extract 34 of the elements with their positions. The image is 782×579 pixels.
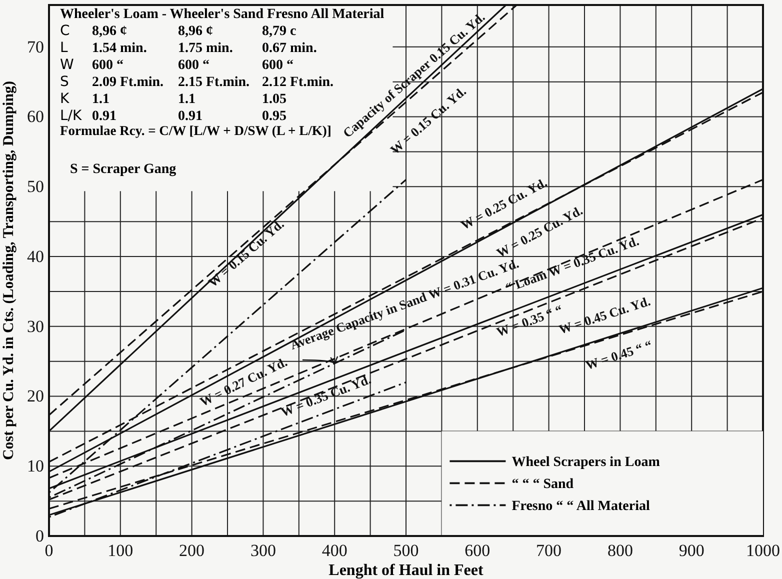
- x-tick-label: 1000: [746, 541, 780, 560]
- x-tick-label: 500: [393, 541, 419, 560]
- y-axis-title: Cost per Cu. Yd. in Cts. (Loading, Transporting, Dumping): [1, 80, 17, 460]
- annotation: S = Scraper Gang: [70, 162, 176, 177]
- annotation: W = 0.45 “ “: [584, 337, 654, 373]
- y-tick-label: 20: [27, 386, 44, 406]
- y-tick-label: 10: [27, 456, 44, 476]
- x-tick-label: 600: [464, 541, 490, 560]
- y-tick-label: 60: [27, 107, 44, 126]
- x-tick-label: 900: [678, 541, 704, 560]
- text: K 1.1 1.1 1.05: [60, 91, 286, 107]
- x-tick-label: 100: [108, 541, 134, 560]
- y-tick-label: 0: [36, 526, 44, 546]
- text: S 2.09 Ft.min. 2.15 Ft.min. 2.12 Ft.min.: [60, 74, 334, 90]
- x-axis-title: Lenght of Haul in Feet: [328, 562, 484, 579]
- x-tick-label: 400: [322, 541, 348, 560]
- legend-label: “ “ “ Sand: [512, 477, 574, 492]
- legend-label: Wheel Scrapers in Loam: [512, 455, 660, 470]
- y-tick-label: 50: [27, 177, 44, 196]
- x-tick-label: 200: [179, 541, 205, 560]
- y-tick-label: 40: [27, 246, 44, 266]
- text: L 1.54 min. 1.75 min. 0.67 min.: [60, 40, 317, 56]
- y-tick-label: 70: [27, 37, 44, 56]
- text: W 600 “ 600 “ 600 “: [60, 57, 294, 73]
- x-tick-label: 300: [250, 541, 276, 560]
- y-tick-label: 30: [27, 316, 44, 336]
- x-tick-label: 800: [607, 541, 633, 560]
- text: C 8,96 ¢ 8,96 ¢ 8,79 c: [60, 23, 296, 39]
- legend-label: Fresno “ “ All Material: [512, 499, 650, 514]
- annotation: Wheeler's Loam - Wheeler's Sand Fresno All Material: [60, 7, 384, 22]
- annotation: W = 0.35 Cu. Yd.: [278, 372, 373, 420]
- text: L/K 0.91 0.91 0.95: [60, 108, 286, 124]
- x-tick-label: 700: [536, 541, 562, 560]
- annotation: Formulae Rcy. = C/W [L/W + D/SW (L + L/K)]: [60, 123, 332, 138]
